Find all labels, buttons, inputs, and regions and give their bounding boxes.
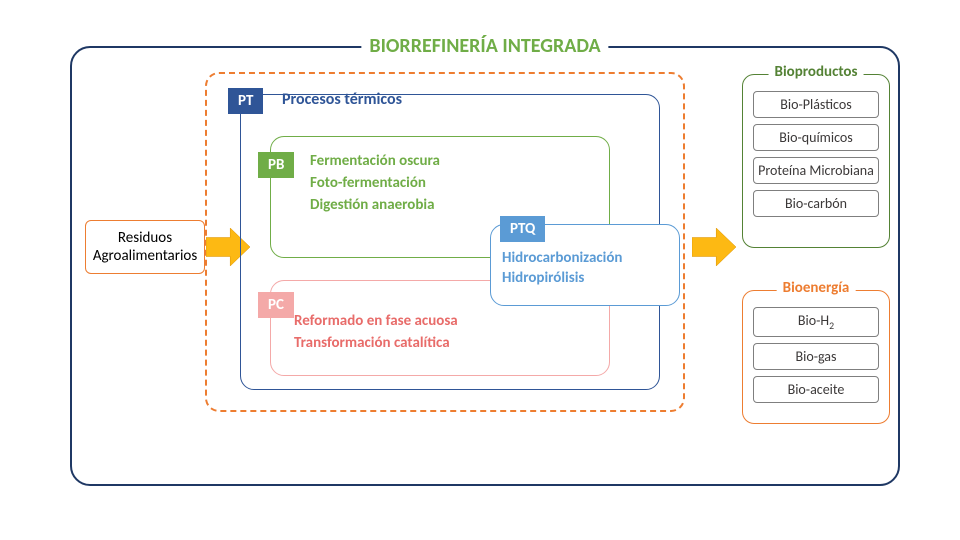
output-item: Bio-gas [753, 343, 879, 370]
output-item: Bio-H2 [753, 307, 879, 337]
output-item: Bio-carbón [753, 190, 879, 217]
bioenergy-title: Bioenergía [777, 279, 856, 297]
output-item: Bio-químicos [753, 124, 879, 151]
bioenergy-group: Bioenergía Bio-H2Bio-gasBio-aceite [742, 290, 890, 424]
output-item: Bio-Plásticos [753, 91, 879, 118]
input-label: ResiduosAgroalimentarios [93, 229, 197, 265]
pt-label: Procesos térmicos [282, 90, 402, 109]
pt-tag: PT [228, 88, 263, 114]
ptq-label: HidrocarbonizaciónHidropirólisis [502, 248, 622, 288]
pb-label: Fermentación oscuraFoto-fermentaciónDige… [310, 150, 440, 216]
pc-tag: PC [258, 292, 294, 318]
input-residuos: ResiduosAgroalimentarios [85, 220, 205, 274]
bioproducts-items: Bio-Plásticos Bio-químicos Proteína Microb… [743, 75, 889, 217]
output-item: Bio-aceite [753, 376, 879, 403]
pb-tag: PB [258, 152, 294, 178]
diagram-title: BIORREFINERÍA INTEGRADA [361, 34, 608, 58]
arrow-process-to-output [692, 228, 736, 266]
bioenergy-items: Bio-H2 Bio-gas Bio-aceite [743, 291, 889, 403]
output-item: Proteína Microbiana [753, 157, 879, 184]
ptq-tag: PTQ [500, 216, 545, 242]
pc-label: Reformado en fase acuosaTransformación c… [294, 310, 458, 354]
bioproducts-title: Bioproductos [769, 63, 864, 81]
bioproducts-group: Bioproductos Bio-PlásticosBio-químicosPr… [742, 74, 890, 248]
